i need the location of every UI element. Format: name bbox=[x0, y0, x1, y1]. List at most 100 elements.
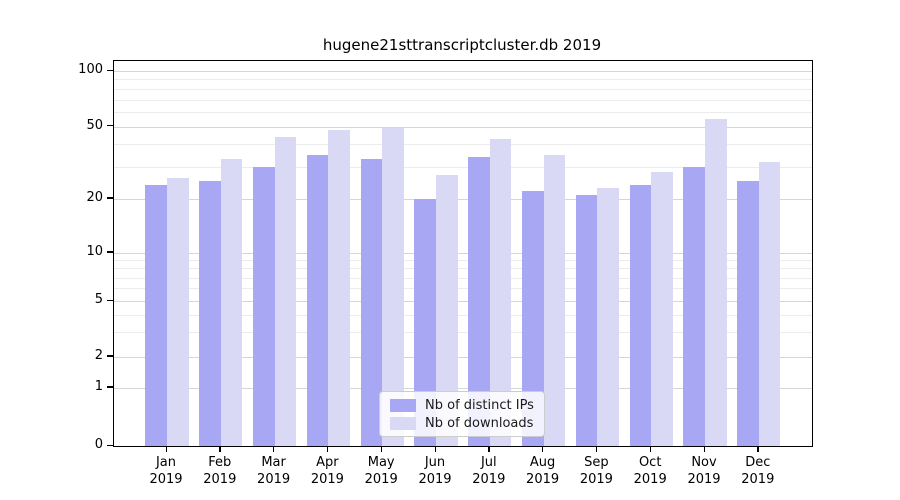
bar-oct-downloads bbox=[651, 172, 673, 446]
bar-jun-ips bbox=[414, 198, 436, 446]
x-axis-tick-mark bbox=[273, 446, 275, 452]
x-axis-tick-label: Apr 2019 bbox=[297, 454, 357, 488]
bar-jan-downloads bbox=[167, 178, 189, 446]
x-axis-tick-mark bbox=[434, 446, 436, 452]
legend-item-downloads: Nb of downloads bbox=[390, 416, 536, 431]
x-axis-month-label: Sep bbox=[584, 455, 609, 470]
minor-gridline bbox=[114, 88, 812, 90]
minor-gridline bbox=[114, 79, 812, 81]
major-gridline bbox=[114, 71, 812, 72]
bar-feb-ips bbox=[199, 181, 221, 446]
y-axis-tick-mark bbox=[107, 251, 113, 253]
bar-sep-ips bbox=[575, 195, 598, 446]
minor-gridline bbox=[114, 166, 812, 168]
x-axis-tick-label: Jan 2019 bbox=[136, 454, 196, 488]
bar-feb-downloads bbox=[220, 159, 243, 446]
major-gridline bbox=[114, 356, 812, 358]
y-axis-tick-label: 10 bbox=[86, 243, 103, 259]
y-axis-tick-mark bbox=[107, 197, 113, 199]
x-axis-tick-label: Mar 2019 bbox=[244, 454, 304, 488]
y-axis-tick-mark bbox=[107, 444, 113, 446]
x-axis-year-label: 2019 bbox=[149, 472, 183, 487]
legend-label: Nb of downloads bbox=[425, 416, 534, 431]
y-axis-tick-label: 0 bbox=[94, 437, 103, 452]
x-axis-month-label: May bbox=[367, 455, 395, 470]
minor-gridline bbox=[114, 314, 812, 316]
legend: Nb of distinct IPs Nb of downloads bbox=[379, 391, 545, 437]
y-axis-tick-label: 2 bbox=[94, 347, 103, 363]
x-axis-month-label: Dec bbox=[745, 455, 771, 470]
x-axis-tick-mark bbox=[326, 446, 329, 452]
bar-oct-ips bbox=[629, 184, 652, 446]
x-axis-month-label: Jan bbox=[155, 455, 177, 470]
minor-gridline bbox=[114, 268, 812, 270]
bar-may-ips bbox=[360, 159, 383, 446]
y-axis-tick-mark bbox=[107, 69, 113, 71]
bar-apr-ips bbox=[306, 154, 329, 446]
legend-item-distinct-ips: Nb of distinct IPs bbox=[390, 398, 536, 413]
legend-swatch-downloads bbox=[390, 417, 416, 430]
minor-gridline bbox=[114, 260, 812, 262]
minor-gridline bbox=[114, 99, 812, 101]
legend-label: Nb of distinct IPs bbox=[425, 398, 534, 413]
x-axis-year-label: 2019 bbox=[687, 472, 721, 487]
y-axis-tick-mark bbox=[107, 355, 113, 357]
x-axis-year-label: 2019 bbox=[579, 472, 613, 487]
bar-sep-downloads bbox=[597, 187, 620, 446]
x-axis-tick-mark bbox=[595, 446, 598, 452]
x-axis-month-label: Mar bbox=[261, 455, 286, 470]
y-axis-tick-mark bbox=[107, 386, 113, 388]
x-axis-tick-mark bbox=[703, 446, 705, 452]
chart-title: hugene21sttranscriptcluster.db 2019 bbox=[322, 36, 602, 54]
x-axis-month-label: Oct bbox=[638, 455, 662, 470]
y-axis-tick-label: 100 bbox=[78, 62, 103, 77]
x-axis-month-label: Jun bbox=[424, 455, 446, 470]
x-axis-year-label: 2019 bbox=[472, 472, 506, 487]
x-axis-month-label: Aug bbox=[529, 455, 556, 470]
x-axis-tick-label: Dec 2019 bbox=[728, 454, 788, 488]
x-axis-tick-label: Feb 2019 bbox=[190, 454, 250, 488]
bar-jul-ips bbox=[468, 157, 490, 446]
bar-aug-ips bbox=[521, 191, 544, 446]
x-axis-year-label: 2019 bbox=[364, 472, 398, 487]
x-axis-year-label: 2019 bbox=[310, 472, 344, 487]
minor-gridline bbox=[114, 332, 812, 334]
major-gridline bbox=[114, 301, 812, 302]
minor-gridline bbox=[114, 144, 812, 146]
x-axis-tick-mark bbox=[542, 446, 544, 452]
x-axis-year-label: 2019 bbox=[418, 472, 452, 487]
x-axis-tick-mark bbox=[488, 446, 490, 452]
major-gridline bbox=[114, 126, 812, 128]
x-axis-tick-mark bbox=[649, 446, 651, 452]
x-axis-tick-mark bbox=[757, 446, 759, 452]
x-axis-year-label: 2019 bbox=[203, 472, 237, 487]
x-axis-tick-label: Oct 2019 bbox=[620, 454, 680, 488]
bar-dec-downloads bbox=[758, 161, 781, 446]
x-axis-tick-label: May 2019 bbox=[351, 454, 411, 488]
bar-nov-ips bbox=[683, 167, 705, 446]
y-axis-tick-label: 5 bbox=[94, 292, 103, 307]
y-axis-tick-label: 20 bbox=[86, 189, 103, 205]
major-gridline bbox=[114, 198, 812, 200]
x-axis-year-label: 2019 bbox=[526, 472, 560, 487]
major-gridline bbox=[114, 387, 812, 389]
bar-aug-downloads bbox=[543, 154, 566, 446]
x-axis-month-label: Jul bbox=[480, 455, 497, 470]
plot-area bbox=[113, 60, 813, 447]
minor-gridline bbox=[114, 288, 812, 290]
x-axis-tick-label: Aug 2019 bbox=[513, 454, 573, 488]
bar-nov-downloads bbox=[705, 119, 727, 446]
bar-dec-ips bbox=[737, 181, 759, 446]
major-gridline bbox=[114, 252, 812, 254]
bar-mar-downloads bbox=[274, 136, 297, 446]
x-axis-tick-label: Jun 2019 bbox=[405, 454, 465, 488]
x-axis-month-label: Feb bbox=[208, 455, 232, 470]
bar-jun-downloads bbox=[436, 175, 458, 446]
y-axis-tick-label: 1 bbox=[94, 378, 103, 394]
x-axis-year-label: 2019 bbox=[741, 472, 775, 487]
bar-jan-ips bbox=[145, 184, 167, 446]
minor-gridline bbox=[114, 277, 812, 279]
y-axis-tick-label: 50 bbox=[86, 117, 103, 133]
x-axis-year-label: 2019 bbox=[257, 472, 291, 487]
